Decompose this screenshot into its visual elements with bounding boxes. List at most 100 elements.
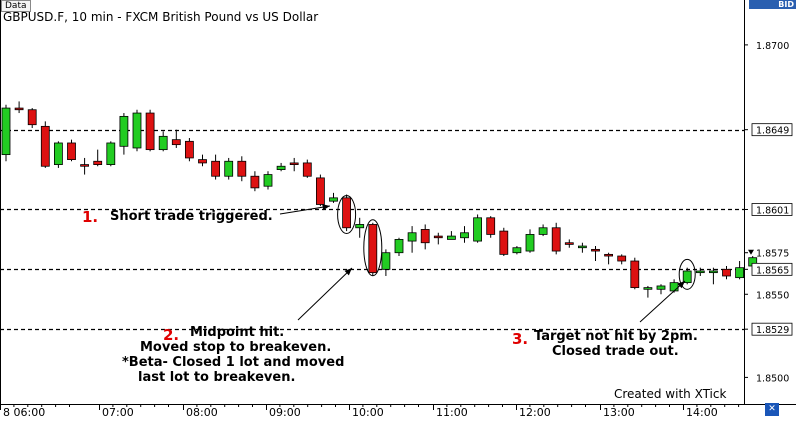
price-tick: 1.8700 (744, 41, 789, 52)
svg-text:1.8575: 1.8575 (756, 249, 789, 260)
price-tick: 1.8565 (744, 262, 793, 276)
candle (630, 257, 640, 290)
candle (499, 227, 509, 257)
candle (394, 237, 404, 257)
candle (184, 137, 194, 162)
annotation-text: Short trade triggered. (110, 209, 273, 224)
trade-annotations: 1. Short trade triggered. 2. Midpoint hit.M… (82, 208, 698, 385)
candle (538, 224, 548, 237)
highlight-ellipse (678, 258, 696, 290)
time-tick: 08:00 (183, 404, 253, 419)
candle (14, 101, 24, 114)
trade-annotation: 2. Midpoint hit.Moved stop to breakeven.*… (122, 325, 344, 385)
time-tick: 09:00 (266, 404, 336, 419)
svg-text:10:00: 10:00 (352, 406, 384, 418)
candle (342, 194, 352, 232)
candle (525, 229, 535, 253)
candle (473, 214, 483, 243)
candle (145, 109, 155, 152)
candle (93, 149, 103, 167)
svg-text:13:00: 13:00 (603, 406, 635, 418)
candle (564, 239, 574, 248)
candle (106, 141, 116, 167)
chart-title: GBPUSD.F, 10 min - FXCM British Pound vs… (3, 10, 319, 24)
candle (276, 162, 286, 172)
svg-text:1.8565: 1.8565 (756, 265, 789, 276)
trade-annotation: 1. Short trade triggered. (82, 208, 273, 226)
candle (460, 226, 469, 243)
time-tick: 13:00 (600, 404, 670, 419)
candle (591, 246, 600, 262)
watermark-text: Created with XTick (614, 387, 727, 401)
annotation-text: Moved stop to breakeven. (140, 340, 331, 355)
annotation-text: Midpoint hit. (190, 325, 284, 340)
svg-text:1.8700: 1.8700 (756, 41, 789, 52)
highlight-ellipse (363, 219, 383, 277)
candle (368, 222, 378, 276)
time-tick: 11:00 (433, 404, 503, 419)
data-tab[interactable]: Data (1, 0, 31, 12)
annotation-arrow (639, 280, 686, 323)
svg-text:1.8649: 1.8649 (756, 126, 789, 137)
annotation-text: last lot to breakeven. (138, 370, 295, 385)
candle (617, 254, 627, 265)
svg-text:1.8529: 1.8529 (756, 325, 789, 336)
price-tick: 1.8550 (744, 290, 789, 301)
candle (315, 174, 325, 207)
time-axis[interactable]: 8 06:00 07:00 08:00 09:00 10:00 11:00 12:00 13:… (0, 404, 796, 419)
annotation-text: *Beta- Closed 1 lot and moved (122, 355, 344, 370)
candle (551, 222, 561, 255)
trade-annotation: 3. Target not hit by 2pm.Closed trade out… (512, 329, 698, 359)
svg-text:07:00: 07:00 (102, 406, 134, 418)
candle (237, 156, 247, 182)
svg-text:1.8550: 1.8550 (756, 290, 789, 301)
candle (132, 109, 142, 152)
price-tick: 1.8529 (744, 322, 793, 336)
candle (54, 141, 63, 168)
annotation-arrow (297, 267, 353, 321)
candle (420, 224, 430, 250)
svg-text:1.8500: 1.8500 (756, 373, 789, 384)
price-tick: 1.8601 (744, 203, 793, 216)
candle (80, 157, 89, 175)
annotation-number: 3. (512, 330, 528, 348)
price-axis[interactable]: 1.8700 1.8649 1.8601 1.8575 1.8565 1.8550 1.85… (744, 0, 793, 404)
highlight-ellipse (337, 194, 357, 234)
candle (198, 154, 207, 167)
price-tick: 1.8649 (744, 123, 793, 137)
candle (486, 216, 496, 238)
time-tick: 07:00 (99, 404, 169, 419)
candle (1, 104, 11, 162)
candle (643, 285, 653, 298)
xtick-logo-icon[interactable]: ✕ (765, 403, 779, 416)
candle (158, 131, 168, 152)
candle (171, 129, 181, 148)
price-tick: 1.8500 (744, 373, 789, 384)
annotation-text: Closed trade out. (552, 344, 679, 359)
time-tick: 14:00 (683, 404, 740, 419)
candle (407, 226, 417, 253)
candle (289, 157, 299, 172)
annotation-number: 2. (163, 326, 179, 344)
candle (224, 157, 234, 180)
candle (263, 171, 273, 190)
candle (302, 159, 312, 178)
candle (40, 121, 50, 168)
candle (250, 171, 260, 192)
trade-markers (279, 194, 696, 323)
svg-text:12:00: 12:00 (519, 406, 551, 418)
candle (709, 267, 718, 285)
price-side-label: BID (749, 0, 796, 9)
candle (512, 246, 522, 255)
candle (355, 217, 365, 238)
time-tick: 8 06:00 (0, 404, 70, 419)
candle (446, 231, 456, 240)
svg-text:1.8601: 1.8601 (756, 205, 789, 216)
candle (329, 192, 338, 203)
price-tick: 1.8575 (744, 249, 789, 260)
candle (578, 242, 587, 253)
candlestick-series (1, 101, 758, 298)
candle (27, 108, 37, 129)
time-tick: 12:00 (516, 404, 586, 419)
